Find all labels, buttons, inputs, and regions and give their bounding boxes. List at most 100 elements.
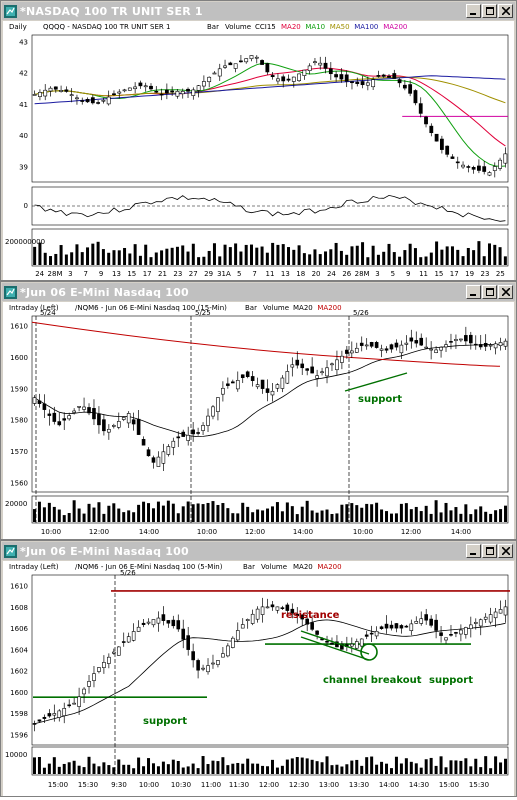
candle-body [449,341,453,343]
candle-body [37,400,42,404]
intraday-15min-window[interactable]: *Jun 06 E-Mini Nasdaq 100 Intraday (Left… [0,281,517,540]
volume-bar [166,500,170,522]
date-tick-label: 28M [355,270,370,278]
intraday-5min-window[interactable]: *Jun 06 E-Mini Nasdaq 100 Intraday (Left… [0,540,517,797]
volume-bar [440,249,444,265]
volume-bar [92,763,96,774]
title-bar[interactable]: *Jun 06 E-Mini Nasdaq 100 [2,542,515,560]
candle-body [201,81,206,87]
date-tick-label: 11 [419,270,428,278]
close-button[interactable] [498,544,513,558]
candle-body [221,653,225,658]
minimize-button[interactable] [466,4,481,18]
price-tick-label: 1598 [10,710,28,718]
chart-area[interactable]: Daily QQQQ - NASDAQ 100 TR UNIT SER 1 Ba… [3,21,514,280]
volume-tick-label: 20000 [5,500,27,508]
candle-body [275,384,280,389]
candle-body [424,614,428,621]
intraday-15min-svg[interactable]: Intraday (Left) /NQM6 - Jun 06 E-Mini Na… [3,302,516,539]
volume-bar [464,504,468,522]
volume-bar [429,252,433,265]
candle-body [419,337,424,346]
candle-body [295,613,300,617]
candle-body [483,342,488,347]
volume-bar [445,246,449,265]
volume-bar [47,763,51,774]
title-bar[interactable]: *Jun 06 E-Mini Nasdaq 100 [2,283,515,301]
close-button[interactable] [498,4,513,18]
volume-bar [370,504,374,522]
volume-bar [77,508,81,522]
date-tick-label: 20 [312,270,321,278]
maximize-button[interactable] [482,544,497,558]
maximize-button[interactable] [482,285,497,299]
candle-body [254,56,259,59]
candle-body [360,81,365,86]
volume-bar [335,513,339,522]
volume-bar [246,506,250,522]
daily-chart-svg[interactable]: Daily QQQQ - NASDAQ 100 TR UNIT SER 1 Ba… [3,21,516,280]
volume-bar [461,256,465,265]
volume-bar [330,765,334,774]
candle-body [181,431,186,437]
candle-body [488,614,493,623]
ma-legend-item: MA200 [383,23,407,31]
minimize-button[interactable] [466,544,481,558]
candle-body [270,75,275,78]
volume-bar [91,243,95,265]
candle-body [154,90,159,93]
volume-bar [151,763,155,774]
volume-bar [154,252,158,265]
time-tick-label: 14:30 [409,781,429,789]
candle-body [503,606,508,616]
candle-body [37,719,42,722]
volume-bar [340,766,344,774]
candle-body [402,84,407,89]
candle-body [478,619,483,627]
volume-bar [464,758,468,774]
volume-bar [156,501,160,522]
breakout-circle [360,643,378,661]
candle-body [350,350,354,354]
maximize-button[interactable] [482,4,497,18]
volume-label: Volume [263,304,289,312]
volume-bar [439,756,443,774]
close-button[interactable] [498,285,513,299]
candle-body [275,606,280,611]
intraday-5min-svg[interactable]: Intraday (Left) /NQM6 - Jun 06 E-Mini Na… [3,561,516,796]
volume-bar [399,503,403,522]
candle-body [323,62,328,69]
candle-body [235,630,240,641]
chart-area[interactable]: Intraday (Left) /NQM6 - Jun 06 E-Mini Na… [3,561,514,796]
volume-bar [102,762,106,774]
volume-bar [241,763,245,774]
volume-bar [345,254,349,265]
chart-area[interactable]: Intraday (Left) /NQM6 - Jun 06 E-Mini Na… [3,302,514,539]
candle-body [350,643,354,647]
title-bar[interactable]: *NASDAQ 100 TR UNIT SER 1 [2,2,515,20]
minimize-button[interactable] [466,285,481,299]
daily-chart-window[interactable]: *NASDAQ 100 TR UNIT SER 1 Daily QQQQ - N… [0,0,517,281]
candle-body [350,81,354,84]
volume-bar [160,250,164,265]
volume-bar [340,504,344,522]
candle-body [260,379,265,389]
time-tick-label: 15:30 [78,781,98,789]
volume-bar [498,247,502,265]
candle-body [285,604,290,611]
volume-bar [43,252,47,265]
volume-bar [345,764,349,774]
time-tick-label: 14:00 [451,528,471,536]
ma20-line [34,343,506,438]
chart-app-icon [4,285,17,299]
candle-body [399,625,404,629]
candle-body [335,359,339,371]
volume-bar [318,254,322,265]
ma-legend-item: MA200 [317,563,341,571]
candle-body [87,407,91,414]
candle-body [434,619,438,631]
candle-body [434,349,438,354]
candle-body [281,76,286,82]
candle-body [77,696,81,707]
candle-body [143,85,148,88]
